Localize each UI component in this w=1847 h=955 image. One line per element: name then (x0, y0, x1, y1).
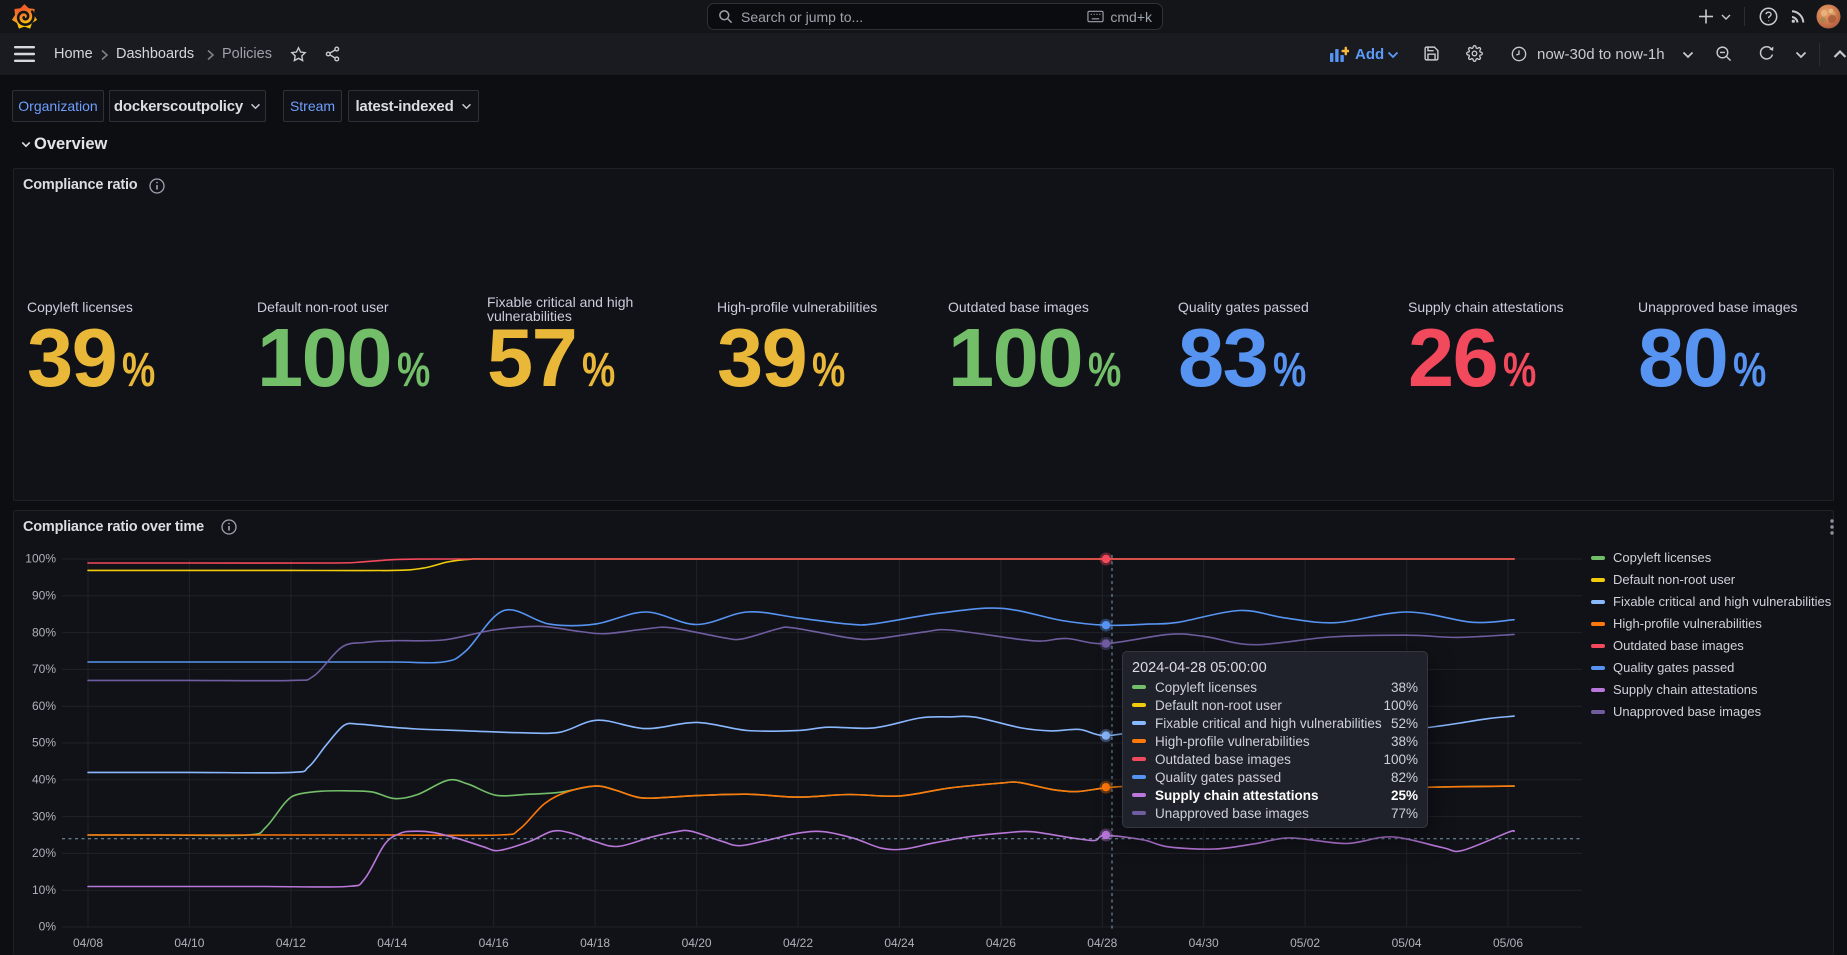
svg-text:04/14: 04/14 (377, 936, 407, 950)
svg-text:100%: 100% (25, 552, 56, 566)
svg-text:04/12: 04/12 (276, 936, 306, 950)
svg-text:04/28: 04/28 (1087, 936, 1117, 950)
svg-text:80%: 80% (32, 625, 56, 639)
svg-text:04/30: 04/30 (1189, 936, 1219, 950)
svg-text:04/26: 04/26 (986, 936, 1016, 950)
svg-text:04/08: 04/08 (73, 936, 103, 950)
svg-text:0%: 0% (39, 920, 57, 934)
svg-text:05/02: 05/02 (1290, 936, 1320, 950)
svg-text:04/24: 04/24 (884, 936, 914, 950)
svg-text:05/04: 05/04 (1392, 936, 1422, 950)
svg-text:70%: 70% (32, 662, 56, 676)
svg-text:04/22: 04/22 (783, 936, 813, 950)
svg-text:04/10: 04/10 (174, 936, 204, 950)
svg-text:10%: 10% (32, 883, 56, 897)
svg-text:50%: 50% (32, 736, 56, 750)
svg-text:04/16: 04/16 (479, 936, 509, 950)
svg-text:30%: 30% (32, 809, 56, 823)
svg-text:20%: 20% (32, 846, 56, 860)
svg-text:60%: 60% (32, 699, 56, 713)
svg-text:04/20: 04/20 (682, 936, 712, 950)
svg-text:05/06: 05/06 (1493, 936, 1523, 950)
svg-text:04/18: 04/18 (580, 936, 610, 950)
svg-text:90%: 90% (32, 588, 56, 602)
svg-text:40%: 40% (32, 772, 56, 786)
